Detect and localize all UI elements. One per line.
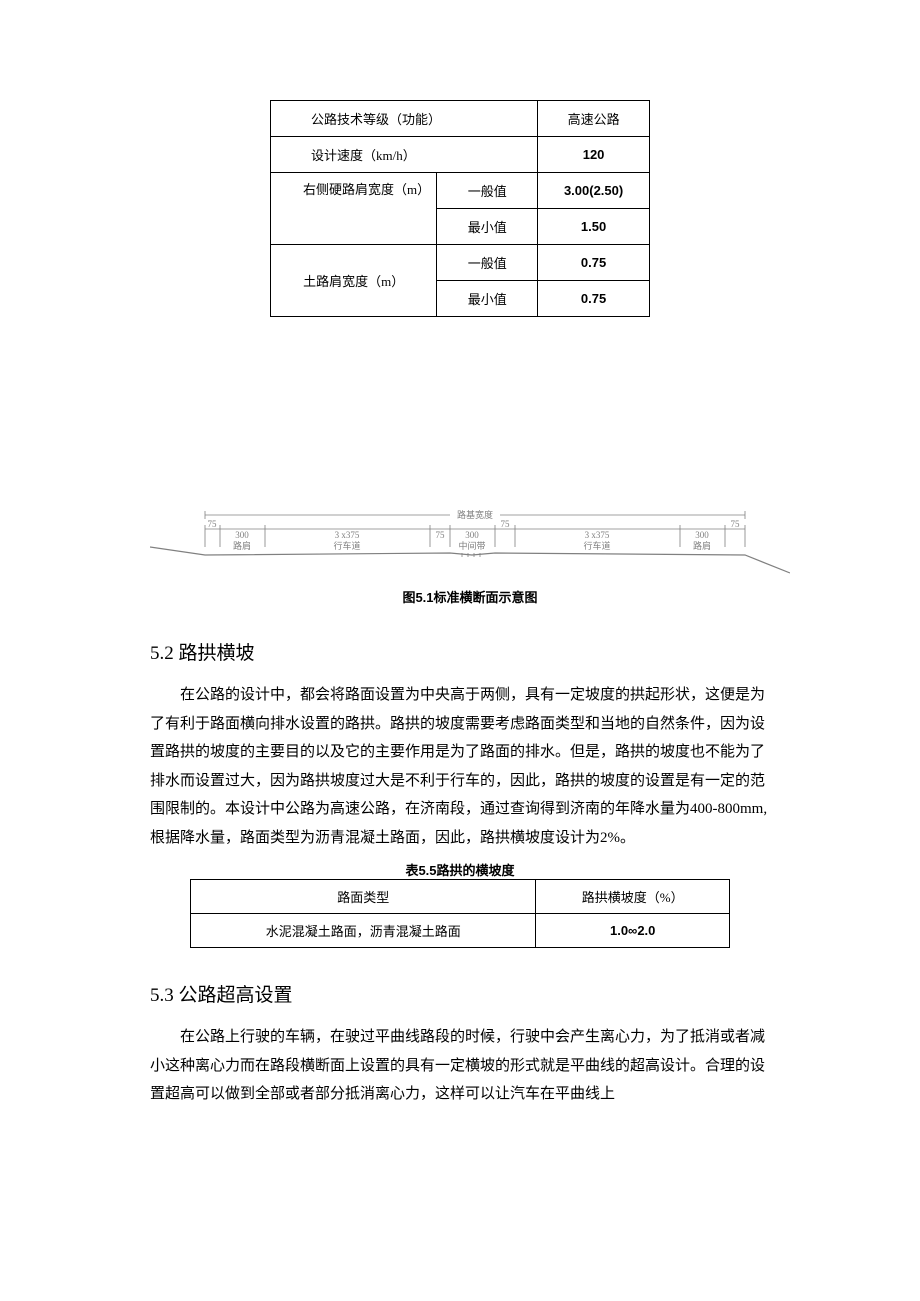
heading-5-3: 5.3 公路超高设置 [150,980,770,1007]
paragraph-5-3: 在公路上行驶的车辆，在驶过平曲线路段的时候，行驶中会产生离心力，为了抵消或者减小… [150,1023,770,1109]
row-sub: 最小值 [437,281,538,317]
heading-5-2: 5.2 路拱横坡 [150,638,770,665]
row-sub: 最小值 [437,209,538,245]
table-row: 公路技术等级（功能） 高速公路 [271,101,650,137]
svg-text:75: 75 [436,530,446,540]
row-sub: 一般值 [437,173,538,209]
svg-text:300: 300 [695,530,709,540]
svg-text:路肩: 路肩 [693,540,711,551]
row-value: 1.50 [538,209,650,245]
paragraph-5-2: 在公路的设计中，都会将路面设置为中央高于两侧，具有一定坡度的拱起形状，这便是为了… [150,681,770,852]
top-dim-label: 路基宽度 [457,509,493,520]
row-label: 右侧硬路肩宽度（m） [271,173,437,245]
svg-text:行车道: 行车道 [333,540,360,551]
table-row: 右侧硬路肩宽度（m） 一般值 3.00(2.50) [271,173,650,209]
row-value: 0.75 [538,245,650,281]
row-value: 0.75 [538,281,650,317]
row-label: 土路肩宽度（m） [271,245,437,317]
svg-text:75: 75 [731,519,741,529]
table2-h1: 路面类型 [191,880,536,914]
row-label: 设计速度（km/h） [271,137,538,173]
svg-text:路肩: 路肩 [233,540,251,551]
table-row: 水泥混凝土路面，沥青混凝土路面 1.0∞2.0 [191,914,730,948]
svg-text:3 x375: 3 x375 [585,530,610,540]
table2-c2: 1.0∞2.0 [536,914,730,948]
cross-section-diagram: 路基宽度 75 300 3 x375 75 300 75 3 x375 300 … [150,507,790,606]
row-value: 3.00(2.50) [538,173,650,209]
shoulder-width-table: 公路技术等级（功能） 高速公路 设计速度（km/h） 120 右侧硬路肩宽度（m… [270,100,650,317]
row-value: 120 [538,137,650,173]
row-sub: 一般值 [437,245,538,281]
table-row: 设计速度（km/h） 120 [271,137,650,173]
table2-c1: 水泥混凝土路面，沥青混凝土路面 [191,914,536,948]
table2-title: 表5.5路拱的横坡度 [150,860,770,879]
document-page: 公路技术等级（功能） 高速公路 设计速度（km/h） 120 右侧硬路肩宽度（m… [0,0,920,1301]
svg-text:75: 75 [208,519,218,529]
crown-slope-table: 路面类型 路拱横坡度（%） 水泥混凝土路面，沥青混凝土路面 1.0∞2.0 [190,879,730,948]
table-row: 路面类型 路拱横坡度（%） [191,880,730,914]
svg-text:行车道: 行车道 [583,540,610,551]
table-row: 土路肩宽度（m） 一般值 0.75 [271,245,650,281]
svg-text:3 x375: 3 x375 [335,530,360,540]
svg-text:75: 75 [501,519,511,529]
figure-caption: 图5.1标准横断面示意图 [150,587,790,606]
row-label: 公路技术等级（功能） [271,101,538,137]
row-value: 高速公路 [538,101,650,137]
svg-text:中间带: 中间带 [458,540,485,551]
cross-section-svg: 路基宽度 75 300 3 x375 75 300 75 3 x375 300 … [150,507,790,577]
table2-h2: 路拱横坡度（%） [536,880,730,914]
svg-text:300: 300 [235,530,249,540]
svg-text:300: 300 [465,530,479,540]
